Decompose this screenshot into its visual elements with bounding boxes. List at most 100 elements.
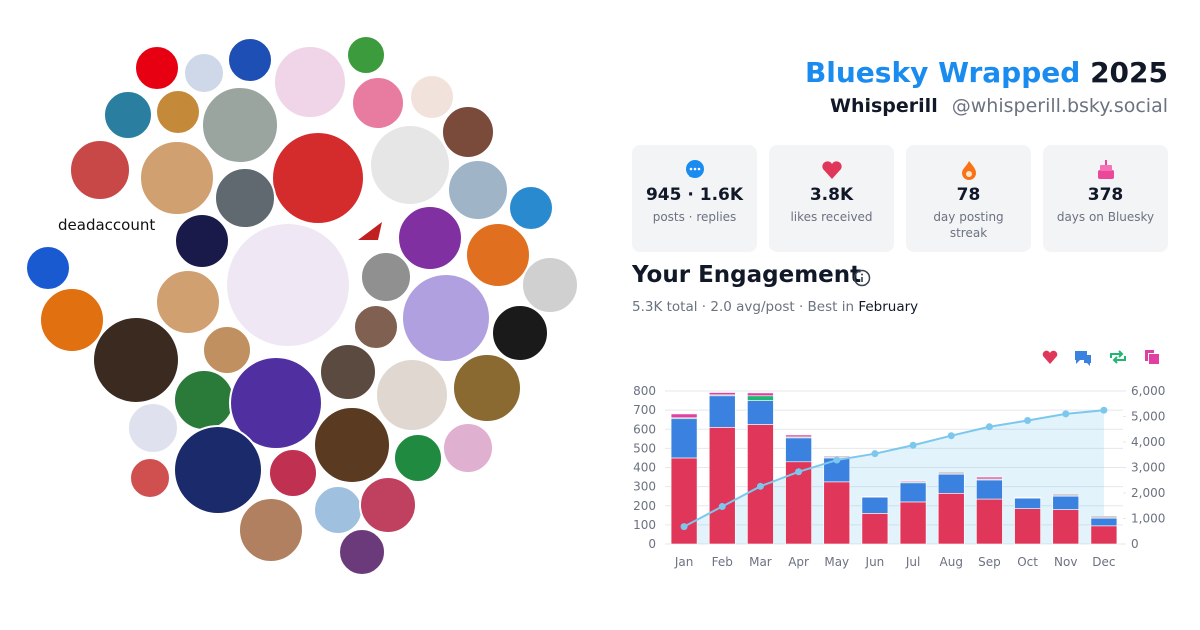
bar <box>708 392 736 396</box>
bar <box>1090 517 1118 527</box>
bar <box>708 395 736 428</box>
avatar[interactable] <box>319 343 377 401</box>
y2-tick-label: 0 <box>1131 537 1139 551</box>
legend-icon[interactable] <box>1145 350 1159 364</box>
y2-tick-label: 3,000 <box>1131 461 1165 475</box>
icon <box>686 160 704 178</box>
avatar[interactable] <box>359 476 417 534</box>
bar <box>1014 497 1041 509</box>
avatar[interactable] <box>401 273 491 363</box>
avatar[interactable] <box>441 105 495 159</box>
legend-icon[interactable] <box>1075 351 1091 366</box>
avatar[interactable] <box>225 222 351 348</box>
avatar[interactable] <box>155 269 221 335</box>
title: Bluesky Wrapped <box>804 56 1081 89</box>
avatar[interactable] <box>452 353 522 423</box>
avatar[interactable] <box>397 205 463 271</box>
avatar[interactable] <box>465 222 531 288</box>
y-tick-label: 500 <box>633 441 656 455</box>
legend-icon[interactable] <box>1042 350 1058 364</box>
bar <box>785 437 812 463</box>
x-tick-label: Mar <box>749 555 772 569</box>
avatar[interactable] <box>442 422 494 474</box>
bar <box>976 476 1003 480</box>
avatar[interactable] <box>201 86 279 164</box>
avatar[interactable] <box>393 433 443 483</box>
stat-label: day posting streak <box>933 210 1004 240</box>
avatar[interactable] <box>447 159 509 221</box>
avatar[interactable] <box>174 213 230 269</box>
x-tick-label: Oct <box>1017 555 1038 569</box>
avatar[interactable] <box>25 245 71 291</box>
y-tick-label: 100 <box>633 518 656 532</box>
x-tick-label: Nov <box>1054 555 1077 569</box>
bar <box>1052 493 1080 496</box>
bar <box>670 418 698 459</box>
avatar[interactable] <box>271 131 365 225</box>
legend-icon[interactable] <box>1110 350 1126 364</box>
avatar[interactable] <box>39 287 105 353</box>
avatar[interactable] <box>346 35 386 75</box>
avatar[interactable] <box>351 76 405 130</box>
bar <box>823 481 851 545</box>
y2-tick-label: 6,000 <box>1131 384 1165 398</box>
y2-tick-label: 5,000 <box>1131 410 1165 424</box>
avatar[interactable] <box>214 167 276 229</box>
avatar[interactable] <box>491 304 549 362</box>
line-point <box>1062 410 1070 418</box>
line-point <box>909 441 917 449</box>
x-tick-label: Jan <box>674 555 694 569</box>
y2-tick-label: 4,000 <box>1131 435 1165 449</box>
avatar[interactable] <box>155 89 201 135</box>
avatar[interactable] <box>369 124 451 206</box>
info-icon[interactable] <box>852 268 872 288</box>
avatar[interactable] <box>129 457 171 499</box>
x-tick-label: Sep <box>978 555 1001 569</box>
icon <box>1098 160 1114 179</box>
bar <box>708 427 736 545</box>
y-tick-label: 800 <box>633 384 656 398</box>
avatar[interactable] <box>227 37 273 83</box>
avatar[interactable] <box>508 185 554 231</box>
bar <box>861 513 889 545</box>
avatar[interactable] <box>268 448 318 498</box>
bar <box>670 413 698 419</box>
x-tick-label: Feb <box>712 555 733 569</box>
stat-card: 78 day posting streak <box>906 145 1031 252</box>
avatar[interactable] <box>338 528 386 576</box>
bar <box>670 457 698 545</box>
avatar[interactable] <box>103 90 153 140</box>
avatar[interactable] <box>183 52 225 94</box>
avatar[interactable] <box>313 406 391 484</box>
avatar[interactable] <box>353 304 399 350</box>
avatar[interactable] <box>521 256 579 314</box>
icon <box>822 161 842 179</box>
x-tick-label: Jun <box>865 555 885 569</box>
avatar[interactable] <box>229 356 323 450</box>
bar <box>976 498 1003 545</box>
bar <box>899 482 927 503</box>
bar <box>785 434 812 438</box>
avatar[interactable] <box>127 402 179 454</box>
avatar[interactable] <box>134 45 180 91</box>
best-month: February <box>858 299 919 315</box>
bar <box>1090 515 1118 518</box>
avatar[interactable] <box>202 325 252 375</box>
avatar[interactable] <box>238 497 304 563</box>
user-name: Whisperill <box>830 95 938 117</box>
y-tick-label: 300 <box>633 480 656 494</box>
bar <box>861 496 889 514</box>
avatar[interactable] <box>273 45 347 119</box>
avatar[interactable] <box>375 358 449 432</box>
avatar[interactable] <box>173 425 263 515</box>
avatar[interactable] <box>139 140 215 216</box>
stat-value: 378 <box>1087 185 1124 205</box>
avatar[interactable] <box>360 251 412 303</box>
avatar[interactable] <box>409 74 455 120</box>
icon <box>962 161 976 180</box>
bar <box>1090 525 1118 545</box>
avatar[interactable] <box>69 139 131 201</box>
avatar[interactable] <box>92 316 180 404</box>
